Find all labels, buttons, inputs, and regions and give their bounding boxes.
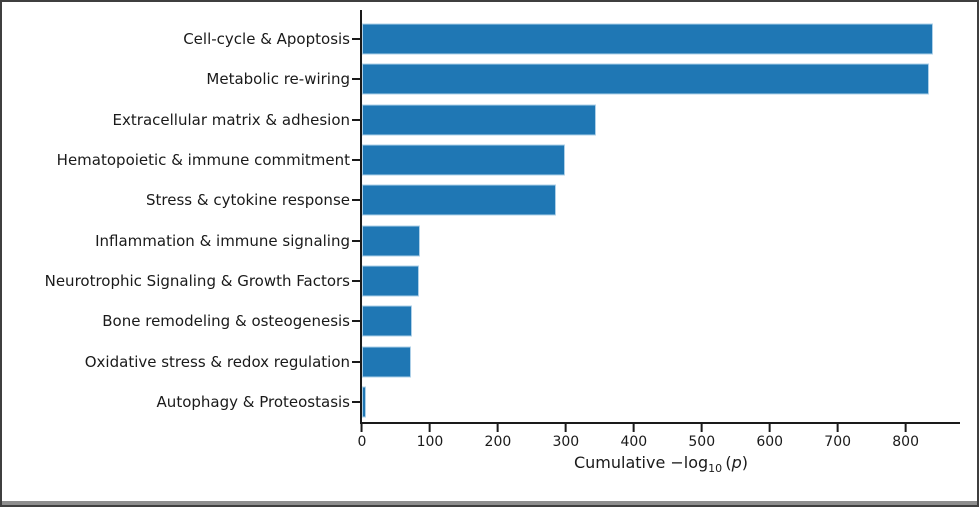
x-axis-title-open-paren: ( — [725, 453, 732, 472]
y-tick-mark — [352, 199, 360, 202]
category-label: Extracellular matrix & adhesion — [112, 110, 350, 129]
bar — [362, 305, 413, 337]
x-tick-mark — [768, 424, 771, 432]
bar-row: Autophagy & Proteostasis — [2, 382, 960, 422]
y-tick-mark — [352, 38, 360, 41]
y-tick-mark — [352, 239, 360, 242]
bar — [362, 144, 565, 176]
x-tick-mark — [700, 424, 703, 432]
bar-row: Cell-cycle & Apoptosis — [2, 19, 960, 59]
x-tick-label: 800 — [892, 434, 919, 450]
x-tick-label: 300 — [552, 434, 580, 450]
bar-row: Inflammation & immune signaling — [2, 220, 960, 260]
x-tick: 600 — [756, 424, 783, 450]
x-tick-mark — [496, 424, 499, 432]
bar — [362, 386, 367, 418]
x-tick-label: 100 — [416, 434, 444, 450]
x-tick-label: 0 — [357, 434, 367, 450]
y-tick-mark — [352, 360, 360, 363]
bar-row: Metabolic re-wiring — [2, 59, 960, 99]
x-tick-mark — [632, 424, 635, 432]
bar-area — [362, 180, 960, 220]
bar-area — [362, 59, 960, 99]
x-tick: 400 — [620, 424, 647, 450]
bar-row: Stress & cytokine response — [2, 180, 960, 220]
category-label: Oxidative stress & redox regulation — [84, 352, 350, 371]
x-axis-title-subscript: 10 — [708, 462, 723, 476]
bar — [362, 265, 420, 297]
x-tick: 200 — [484, 424, 512, 450]
x-axis-title-variable: p — [731, 453, 742, 472]
y-tick-mark — [352, 159, 360, 162]
x-tick-mark — [360, 424, 363, 432]
x-axis-spine — [360, 422, 960, 424]
bar — [362, 63, 930, 95]
x-axis-title-prefix: Cumulative −log — [573, 453, 709, 472]
category-label: Neurotrophic Signaling & Growth Factors — [44, 271, 350, 290]
x-axis-title-close-paren: ) — [741, 453, 749, 472]
bar-area — [362, 382, 960, 422]
bar-row: Hematopoietic & immune commitment — [2, 140, 960, 180]
category-label: Cell-cycle & Apoptosis — [183, 30, 350, 49]
bar — [362, 184, 557, 216]
bar-area — [362, 261, 960, 301]
bar-area — [362, 100, 960, 140]
bar-row: Extracellular matrix & adhesion — [2, 100, 960, 140]
x-tick: 500 — [688, 424, 715, 450]
x-tick-label: 500 — [688, 434, 716, 450]
y-tick-mark — [352, 279, 360, 282]
bar-area — [362, 140, 960, 180]
bar-area — [362, 220, 960, 260]
bar-row: Bone remodeling & osteogenesis — [2, 301, 960, 341]
bar-row: Neurotrophic Signaling & Growth Factors — [2, 261, 960, 301]
x-tick-label: 600 — [756, 434, 784, 450]
category-label: Autophagy & Proteostasis — [156, 392, 350, 411]
bar-row: Oxidative stress & redox regulation — [2, 341, 960, 381]
x-tick-mark — [836, 424, 839, 432]
x-tick: 700 — [824, 424, 851, 450]
bar-area — [362, 301, 960, 341]
x-tick-label: 200 — [484, 434, 512, 450]
bar — [362, 23, 933, 55]
x-tick: 800 — [892, 424, 919, 450]
y-tick-mark — [352, 320, 360, 323]
x-tick-mark — [904, 424, 907, 432]
x-axis-title: Cumulative −log10 (p) — [362, 453, 960, 475]
bar — [362, 346, 411, 378]
x-tick-label: 400 — [620, 434, 648, 450]
category-label: Hematopoietic & immune commitment — [56, 151, 350, 170]
x-tick-mark — [428, 424, 431, 432]
x-tick: 300 — [552, 424, 579, 450]
y-axis-spine — [360, 10, 362, 422]
x-tick: 0 — [357, 424, 367, 450]
bar — [362, 104, 596, 136]
x-tick-label: 700 — [824, 434, 852, 450]
bar-area — [362, 19, 960, 59]
category-label: Inflammation & immune signaling — [95, 231, 350, 250]
bar-rows: Cell-cycle & Apoptosis Metabolic re-wiri… — [2, 19, 960, 422]
y-tick-mark — [352, 400, 360, 403]
bar-area — [362, 341, 960, 381]
x-tick-mark — [564, 424, 567, 432]
bar — [362, 225, 421, 257]
y-tick-mark — [352, 118, 360, 121]
y-tick-mark — [352, 78, 360, 81]
category-label: Bone remodeling & osteogenesis — [102, 312, 350, 331]
category-label: Metabolic re-wiring — [206, 70, 350, 89]
category-label: Stress & cytokine response — [145, 191, 350, 210]
x-tick: 100 — [416, 424, 444, 450]
